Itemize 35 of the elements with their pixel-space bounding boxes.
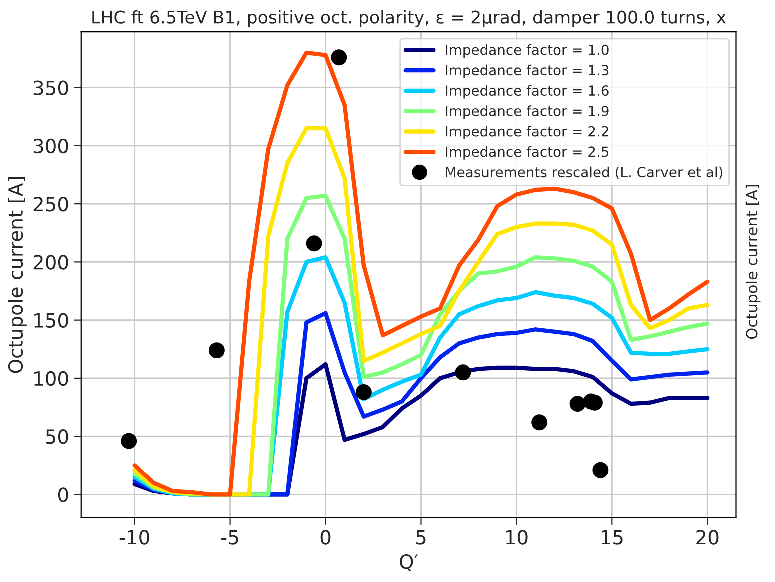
point bbox=[592, 462, 609, 478]
chart-title: LHC ft 6.5TeV B1, positive oct. polarity, ε = 2μrad, damper 100.0 turns, x bbox=[92, 10, 726, 28]
point bbox=[306, 236, 322, 252]
y-tick-label: 50 bbox=[46, 430, 68, 444]
legend-label: Measurements rescaled (L. Carver et al) bbox=[446, 166, 723, 180]
text: Octupole current [A] bbox=[746, 185, 761, 340]
legend-label: Impedance factor = 1.3 bbox=[446, 64, 609, 78]
y-tick-label: 200 bbox=[34, 255, 68, 270]
legend-label: Impedance factor = 1.9 bbox=[446, 106, 609, 120]
x-axis-title: Q′ bbox=[400, 554, 418, 572]
y-axis-title: Octupole current [A] bbox=[8, 177, 27, 374]
x-tick-label: -5 bbox=[222, 530, 238, 545]
y-tick-label: 100 bbox=[34, 371, 68, 386]
point bbox=[532, 414, 548, 431]
legend-label: Impedance factor = 1.0 bbox=[446, 44, 609, 58]
x-tick-label: 20 bbox=[696, 530, 719, 545]
legend-label: Impedance factor = 2.2 bbox=[446, 126, 608, 140]
y-tick-label: 150 bbox=[34, 313, 68, 328]
x-tick-label: 5 bbox=[416, 530, 426, 545]
legend-label: Impedance factor = 1.6 bbox=[446, 85, 609, 99]
point bbox=[121, 433, 138, 450]
point bbox=[208, 342, 225, 359]
x-tick-label: 0 bbox=[320, 530, 331, 545]
y-tick-label: 250 bbox=[34, 197, 68, 212]
point bbox=[455, 364, 472, 381]
x-tick-label: 10 bbox=[506, 530, 528, 545]
y-tick-label: 300 bbox=[34, 138, 68, 154]
point bbox=[356, 384, 372, 400]
point bbox=[331, 50, 348, 66]
y-tick-label: 350 bbox=[34, 80, 68, 96]
y-tick-label: 0 bbox=[58, 488, 68, 502]
x-tick-label: 15 bbox=[602, 530, 623, 545]
x-tick-label: -10 bbox=[120, 530, 150, 545]
point bbox=[570, 396, 586, 412]
legend-label: Impedance factor = 2.5 bbox=[446, 146, 609, 160]
